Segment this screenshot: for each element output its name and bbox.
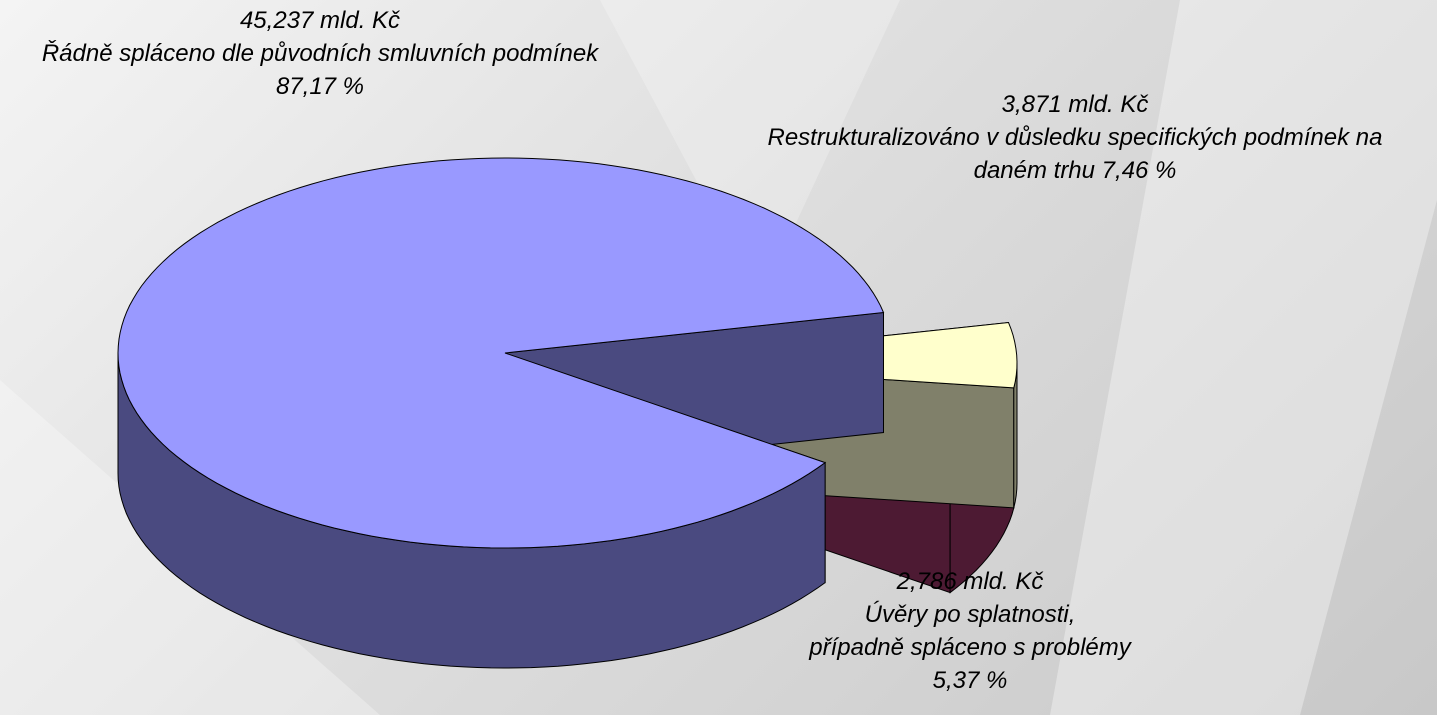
pie bbox=[117, 157, 1018, 669]
data-label: 2,786 mld. Kč Úvěry po splatnosti, případ… bbox=[750, 565, 1190, 697]
category-label: Řádně spláceno dle původních smluvních p… bbox=[41, 40, 599, 67]
data-label: 45,237 mld. Kč Řádně spláceno dle původní… bbox=[20, 4, 620, 103]
amount-label: 2,786 mld. Kč bbox=[896, 568, 1044, 595]
slice bbox=[117, 157, 885, 549]
value-label: 5,37 % bbox=[932, 667, 1008, 694]
category-label: Restrukturalizováno v důsledku specifick… bbox=[767, 124, 1383, 184]
category-label: Úvěry po splatnosti, případně spláceno s… bbox=[809, 601, 1131, 661]
background-shape bbox=[600, 0, 900, 300]
value-label: 7,46 % bbox=[1101, 157, 1177, 184]
data-label: 3,871 mld. Kč Restrukturalizováno v důsle… bbox=[763, 88, 1388, 187]
background-shape bbox=[1050, 0, 1437, 715]
amount-label: 3,871 mld. Kč bbox=[1001, 91, 1149, 118]
amount-label: 45,237 mld. Kč bbox=[239, 7, 401, 34]
category-line: Restrukturalizováno v důsledku specifick… bbox=[763, 121, 1388, 187]
value-label: 87,17 % bbox=[275, 73, 365, 100]
